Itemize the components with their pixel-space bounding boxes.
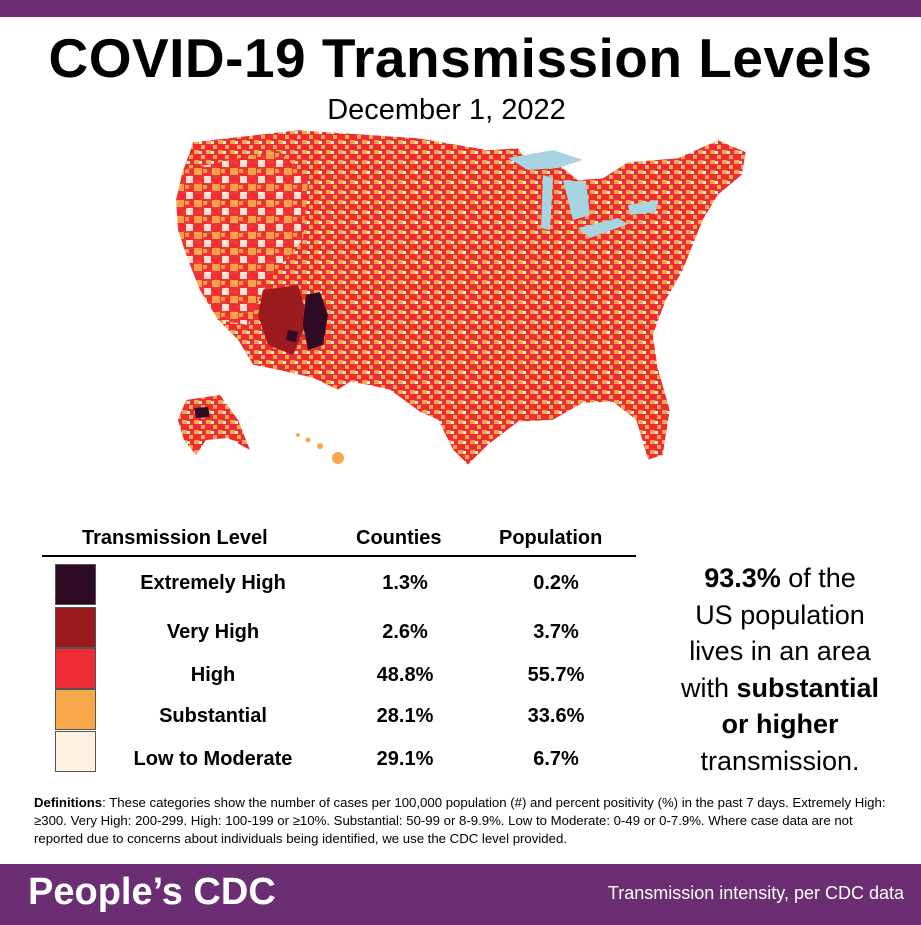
level-label: High — [190, 664, 236, 686]
population-value: 0.2% — [533, 572, 579, 594]
header-population: Population — [499, 527, 603, 549]
definitions-note: Definitions: These categories show the n… — [34, 795, 886, 846]
swatch-low-to-moderate — [55, 731, 96, 772]
contiguous-us-shape — [175, 129, 747, 466]
table-rule — [42, 555, 636, 557]
swatch-substantial — [55, 689, 96, 730]
swatch-very-high — [55, 607, 96, 648]
counties-value: 28.1% — [376, 705, 434, 727]
footer-note: Transmission intensity, per CDC data — [607, 883, 904, 903]
us-county-map — [175, 129, 747, 466]
brand-logo-text: People’s CDC — [28, 871, 276, 913]
population-callout: 93.3% of the US population lives in an a… — [680, 563, 880, 776]
population-value: 33.6% — [527, 705, 585, 727]
counties-value: 29.1% — [376, 748, 434, 770]
population-value: 3.7% — [533, 621, 579, 643]
page-title: COVID-19 Transmission Levels — [48, 27, 873, 89]
swatch-high — [55, 648, 96, 689]
header-transmission-level: Transmission Level — [82, 527, 268, 549]
great-lakes — [508, 150, 658, 238]
population-value: 6.7% — [533, 748, 579, 770]
hawaii-shape — [296, 433, 344, 464]
alaska-shape — [178, 395, 250, 455]
counties-value: 2.6% — [382, 621, 428, 643]
western-region — [176, 150, 308, 325]
top-banner — [0, 0, 921, 17]
counties-value: 1.3% — [382, 572, 428, 594]
level-label: Low to Moderate — [133, 748, 293, 770]
report-date: December 1, 2022 — [327, 94, 566, 126]
population-value: 55.7% — [527, 664, 585, 686]
swatch-extremely-high — [55, 564, 96, 605]
four-corners-extreme — [303, 292, 328, 350]
counties-value: 48.8% — [376, 664, 434, 686]
header-counties: Counties — [356, 527, 442, 549]
callout-percent: 93.3% — [704, 563, 781, 593]
footer-banner — [0, 864, 921, 925]
level-label: Very High — [166, 621, 260, 643]
level-label: Extremely High — [140, 572, 286, 594]
level-label: Substantial — [159, 705, 267, 727]
